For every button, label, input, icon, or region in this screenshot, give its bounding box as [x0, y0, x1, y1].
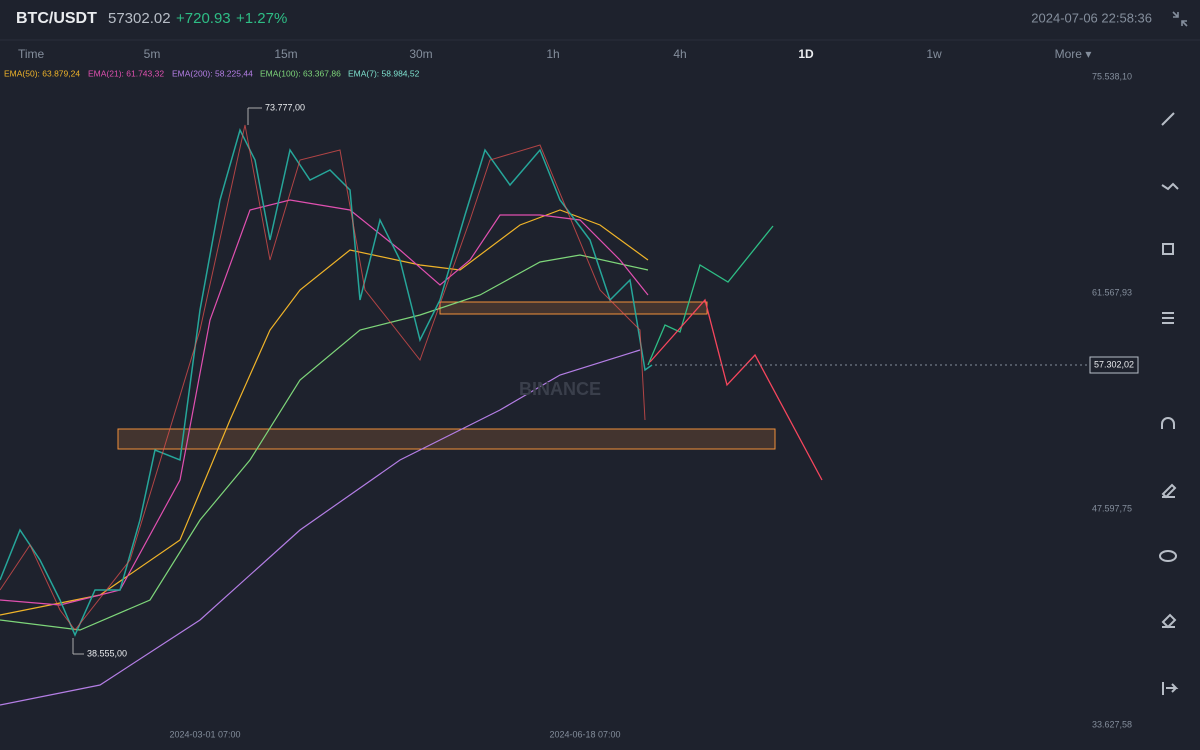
low-label: 38.555,00: [87, 648, 127, 658]
current-price-box: [1089, 356, 1139, 374]
support-zone: [117, 428, 776, 450]
eraser-tool[interactable]: [1161, 613, 1177, 629]
indicator: EMA(21): 61.743,32: [88, 68, 164, 78]
resistance-zone: [439, 301, 708, 315]
indicator: EMA(200): 58.225,44: [172, 68, 253, 78]
magnet-tool[interactable]: [1161, 417, 1175, 429]
multi-line-tool[interactable]: [1161, 182, 1179, 191]
timeframe[interactable]: 1h: [546, 47, 559, 61]
indicator: EMA(7): 58.984,52: [348, 68, 420, 78]
timeframe[interactable]: More ▾: [1055, 47, 1092, 61]
watermark: BINANCE: [519, 379, 601, 399]
visibility-tool[interactable]: [1159, 550, 1177, 562]
plot: BINANCE 73.777,00 38.555,00: [0, 102, 1090, 706]
ema200-line: [0, 349, 641, 706]
price-label: 61.567,93: [1092, 287, 1132, 297]
indicator: EMA(50): 63.879,24: [4, 68, 80, 78]
datetime: 2024-07-06 22:58:36: [1031, 10, 1152, 25]
fib-tool[interactable]: [1162, 312, 1174, 324]
bear-projection: [649, 298, 823, 481]
trendline-tool[interactable]: [1161, 112, 1175, 126]
indicator-legend: EMA(50): 63.879,24 EMA(21): 61.743,32 EMA(…: [4, 68, 420, 78]
ema100-line: [0, 254, 649, 631]
price-path: [0, 127, 653, 637]
edit-tool[interactable]: [1161, 483, 1177, 499]
bull-projection: [647, 225, 774, 366]
price-label: 75.538,10: [1092, 71, 1132, 81]
price-wicks: [0, 124, 646, 631]
price: 57302.02: [108, 10, 171, 27]
date-label: 2024-03-01 07:00: [169, 729, 240, 739]
ema50-line: [0, 209, 649, 616]
timeframe: Time: [18, 47, 45, 61]
price-label: 47.597,75: [1092, 503, 1132, 513]
toolbar: [1159, 112, 1179, 695]
date-axis: 2024-03-01 07:00 2024-06-18 07:00: [169, 729, 620, 739]
current-price: 57.302,02: [1094, 359, 1134, 369]
timeframes: Time 5m 15m 30m 1h 4h 1D 1w More ▾: [18, 47, 1091, 61]
date-label: 2024-06-18 07:00: [549, 729, 620, 739]
fullscreen-icon[interactable]: [1172, 11, 1188, 27]
timeframe[interactable]: 15m: [274, 47, 297, 61]
change-percent: +1.27%: [236, 10, 287, 27]
shape-tool[interactable]: [1162, 243, 1174, 255]
timeframe[interactable]: 1w: [926, 47, 942, 61]
indicator: EMA(100): 63.367,86: [260, 68, 341, 78]
price-axis: 75.538,10 61.567,93 47.597,75 33.627,58: [1092, 71, 1132, 729]
ema21-line: [0, 199, 649, 606]
high-label: 73.777,00: [265, 102, 305, 112]
change: +720.93: [176, 10, 231, 27]
timeframe[interactable]: 1D: [798, 47, 814, 61]
timeframe[interactable]: 5m: [144, 47, 161, 61]
header: BTC/USDT 57302.02 +720.93 +1.27% 2024-07…: [16, 10, 1188, 27]
timeframe[interactable]: 4h: [673, 47, 686, 61]
price-label: 33.627,58: [1092, 719, 1132, 729]
timeframe[interactable]: 30m: [409, 47, 432, 61]
symbol[interactable]: BTC/USDT: [16, 10, 97, 27]
exit-tool[interactable]: [1162, 682, 1179, 695]
